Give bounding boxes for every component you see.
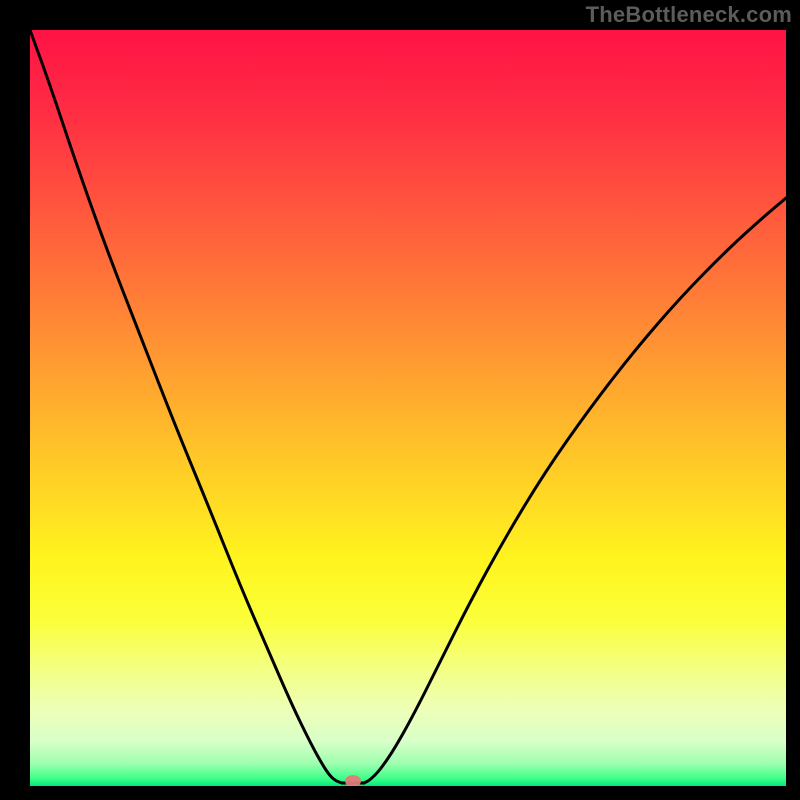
watermark-text: TheBottleneck.com (586, 2, 792, 28)
minimum-marker (345, 775, 361, 786)
curve-left-branch (30, 30, 342, 783)
curve-right-branch (364, 198, 786, 783)
bottleneck-curve (30, 30, 786, 786)
plot-area (30, 30, 786, 786)
chart-frame: TheBottleneck.com (0, 0, 800, 800)
